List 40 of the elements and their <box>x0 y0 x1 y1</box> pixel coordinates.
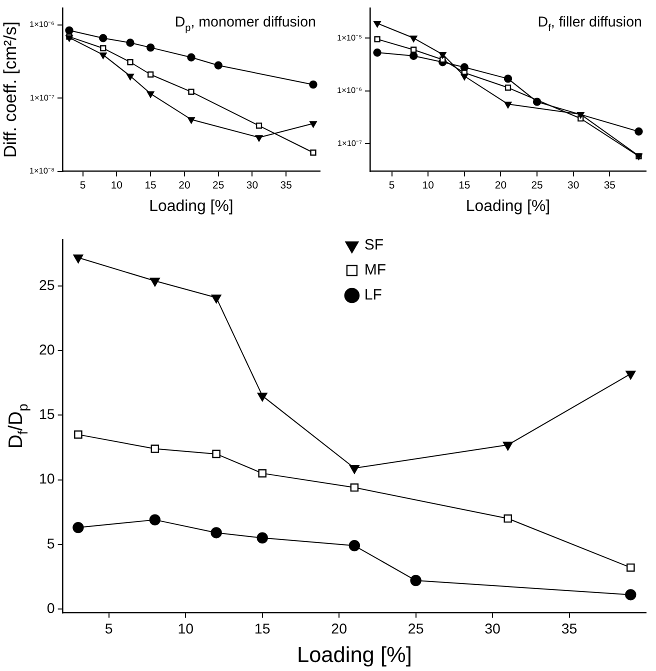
x-tick-label: 35 <box>604 180 616 192</box>
x-tick-label: 15 <box>144 180 157 192</box>
x-axis-title: Loading [%] <box>296 642 412 667</box>
x-tick-label: 20 <box>178 180 190 192</box>
x-tick-label: 15 <box>254 621 270 638</box>
y-tick-label: 1×10⁻⁷ <box>337 138 362 148</box>
y-tick-label: 1×10⁻⁸ <box>29 166 54 176</box>
x-axis-title: Loading [%] <box>466 198 550 215</box>
x-tick-label: 10 <box>110 180 123 192</box>
legend-label: MF <box>364 262 386 279</box>
y-tick-label: 0 <box>46 600 55 617</box>
y-tick-label: 5 <box>46 536 55 552</box>
y-tick-label: 1×10⁻⁶ <box>337 86 362 96</box>
x-tick-label: 5 <box>104 621 113 638</box>
y-tick-label: 25 <box>38 278 55 294</box>
x-tick-label: 20 <box>494 180 507 192</box>
x-tick-label: 30 <box>246 180 258 192</box>
x-tick-label: 35 <box>280 180 292 192</box>
y-tick-label: 1×10⁻⁵ <box>336 33 362 42</box>
x-tick-label: 15 <box>458 180 470 192</box>
x-tick-label: 10 <box>178 621 194 638</box>
y-tick-label: 20 <box>38 342 55 359</box>
legend-label: SF <box>364 236 384 254</box>
y-tick-label: 10 <box>38 472 55 488</box>
x-tick-label: 5 <box>80 180 86 192</box>
y-tick-label: 1×10⁻⁶ <box>29 20 54 30</box>
x-tick-label: 25 <box>408 621 424 638</box>
y-axis-title: Df/Dp <box>4 403 31 449</box>
x-tick-label: 5 <box>388 180 395 192</box>
x-tick-label: 25 <box>212 180 224 192</box>
y-axis-title: Diff. coeff. [cm²/s] <box>0 22 20 158</box>
x-tick-label: 35 <box>561 621 578 638</box>
x-tick-label: 30 <box>484 621 501 638</box>
x-tick-label: 25 <box>531 180 544 192</box>
y-tick-label: 1×10⁻⁷ <box>30 93 54 102</box>
x-tick-label: 30 <box>568 180 580 192</box>
legend-label: LF <box>364 286 382 304</box>
x-axis-title: Loading [%] <box>149 198 234 215</box>
y-tick-label: 15 <box>38 407 55 424</box>
x-tick-label: 10 <box>422 180 434 192</box>
